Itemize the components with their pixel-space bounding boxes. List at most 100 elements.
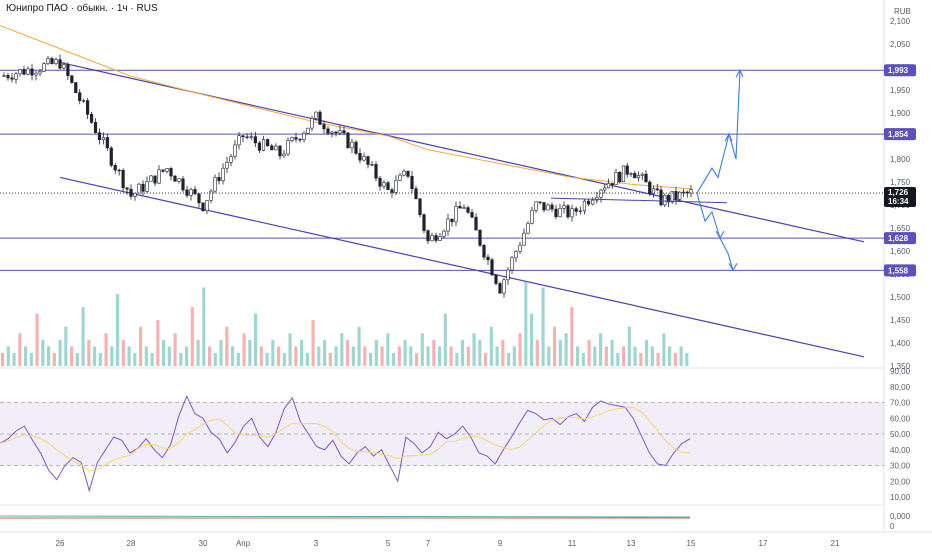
candle-body	[614, 172, 618, 186]
volume-bar	[190, 307, 194, 366]
volume-bar	[570, 307, 574, 366]
volume-bar	[645, 339, 649, 366]
rsi-tick: 90,00	[890, 367, 911, 376]
candle-body	[298, 138, 302, 141]
volume-bar	[75, 352, 79, 366]
volume-bar	[346, 339, 350, 366]
x-tick: 30	[199, 539, 208, 548]
volume-bar	[432, 339, 436, 366]
volume-bar	[104, 333, 108, 366]
volume-bar	[541, 287, 545, 366]
candle-body	[14, 73, 18, 80]
volume-bar	[323, 339, 327, 366]
candle-body	[446, 218, 450, 232]
volume-bar	[530, 313, 534, 366]
candle-body	[689, 189, 693, 194]
candle-body	[229, 156, 233, 163]
volume-bar	[633, 346, 637, 366]
candle-body	[422, 214, 426, 231]
volume-bar	[231, 346, 235, 366]
arrowhead-up	[724, 132, 733, 142]
candle-body	[97, 132, 102, 140]
candle-body	[582, 200, 587, 212]
candle-body	[386, 182, 390, 190]
volume-bar	[351, 346, 355, 366]
volume-bar	[489, 326, 493, 366]
volume-bar	[386, 333, 390, 366]
volume-bar	[438, 346, 442, 366]
volume-bar	[271, 339, 275, 366]
volume-bar	[121, 339, 125, 366]
level-label: 1,993	[888, 66, 909, 75]
level-badge	[884, 128, 916, 141]
candle-body	[165, 168, 169, 172]
volume-bar	[150, 352, 154, 366]
candle-body	[490, 259, 494, 276]
price-tick: 1,950	[890, 86, 911, 95]
candle-body	[294, 137, 298, 140]
candle-body	[410, 176, 414, 190]
volume-bar	[156, 320, 160, 366]
candle-body	[402, 170, 406, 176]
level-badge	[884, 64, 916, 77]
x-tick: 26	[56, 539, 65, 548]
volume-bar	[12, 352, 16, 366]
candle-body	[274, 145, 278, 151]
volume-bar	[392, 352, 396, 366]
channel-lower-line	[59, 176, 865, 358]
candle-body	[595, 197, 599, 201]
candle-body	[201, 202, 205, 212]
x-tick: 28	[127, 539, 136, 548]
x-tick: 13	[627, 539, 636, 548]
candle-body	[603, 187, 607, 191]
candle-body	[26, 68, 30, 75]
candle-body	[374, 164, 378, 179]
candle-body	[318, 111, 322, 125]
candle-body	[470, 212, 474, 218]
rsi-tick: 40,00	[890, 446, 911, 455]
candle-body	[570, 208, 574, 218]
volume-bar	[98, 352, 102, 366]
x-tick: 9	[498, 539, 503, 548]
volume-bar	[426, 346, 430, 366]
candle-body	[209, 190, 213, 201]
candle-body	[462, 207, 466, 209]
candle-body	[534, 201, 538, 211]
candle-body	[450, 218, 454, 223]
candle-body	[30, 68, 34, 76]
candle-body	[161, 169, 165, 172]
volume-bar	[576, 346, 580, 366]
volume-bar	[639, 352, 643, 366]
candle-body	[350, 141, 354, 149]
volume-bar	[328, 352, 332, 366]
volume-bar	[1, 352, 5, 366]
price-tick: 1,450	[890, 316, 911, 325]
x-tick: 5	[386, 539, 391, 548]
candle-body	[237, 135, 241, 146]
candle-body	[266, 139, 270, 147]
candle-body	[434, 235, 438, 241]
candle-body	[591, 199, 595, 205]
candle-body	[213, 177, 217, 192]
candle-body	[418, 198, 422, 216]
candle-body	[681, 191, 686, 194]
volume-bar	[6, 346, 10, 366]
candle-body	[101, 137, 105, 140]
volume-bar	[127, 346, 131, 366]
candle-body	[378, 177, 382, 187]
candle-body	[382, 182, 386, 187]
price-tick: 1,750	[890, 178, 911, 187]
volume-bar	[501, 339, 505, 366]
arrowhead-down	[715, 230, 725, 240]
candle-body	[89, 114, 94, 123]
candle-body	[50, 58, 54, 64]
candle-body	[606, 183, 611, 189]
candle-body	[58, 59, 62, 69]
candle-body	[189, 189, 193, 196]
price-tick: 1,650	[890, 224, 911, 233]
candle-body	[310, 118, 314, 129]
level-badge	[884, 264, 916, 277]
volume-bar	[495, 346, 499, 366]
candle-body	[663, 195, 667, 206]
